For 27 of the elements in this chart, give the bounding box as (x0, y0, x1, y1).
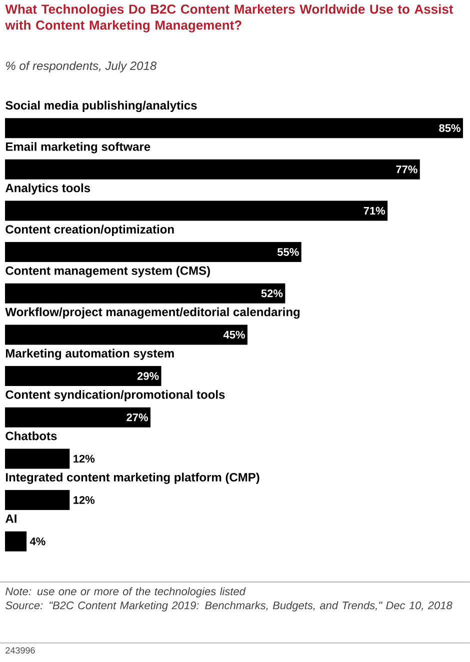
y-tick-label: Chatbots (6, 431, 57, 440)
data-label: 77% (396, 166, 418, 174)
data-label: 27% (126, 413, 148, 422)
text: Note: use one or more of the technologies listed (6, 587, 246, 598)
data-label: 29% (137, 372, 159, 380)
data-label: 71% (364, 206, 386, 215)
data-label: 12% (74, 496, 95, 504)
y-tick-label: Analytics tools (5, 183, 90, 195)
text: 243996 (6, 647, 35, 654)
y-tick-label: Workflow/project management/editorial calendaring (5, 307, 300, 319)
data-label: 45% (223, 330, 245, 339)
y-tick-label: Integrated content marketing platform (CMP) (6, 472, 260, 484)
y-tick-label: Marketing automation system (6, 348, 174, 360)
chart-subtitle: % of respondents, July 2018 (6, 61, 157, 72)
data-label: 4% (30, 537, 46, 546)
y-tick-label: Email marketing software (6, 142, 150, 154)
data-label: 12% (74, 454, 95, 463)
source-note: Source: "B2C Content Marketing 2019: Benchmarks, Budgets, and Trends," Dec 10, 2018 (6, 601, 452, 612)
data-label: 85% (439, 124, 460, 132)
data-label: 52% (261, 290, 283, 298)
y-tick-label: Content syndication/promotional tools (6, 390, 225, 402)
y-tick-label: Content management system (CMS) (6, 266, 210, 278)
chart-title: What Technologies Do B2C Content Marketers Worldwide Use to Assist with Content Marketing Management? (5, 4, 454, 32)
y-tick-label: Content creation/optimization (6, 224, 174, 236)
data-label: 55% (277, 248, 299, 256)
y-tick-label: AI (5, 514, 16, 523)
y-tick-label: Social media publishing/analytics (6, 100, 197, 112)
